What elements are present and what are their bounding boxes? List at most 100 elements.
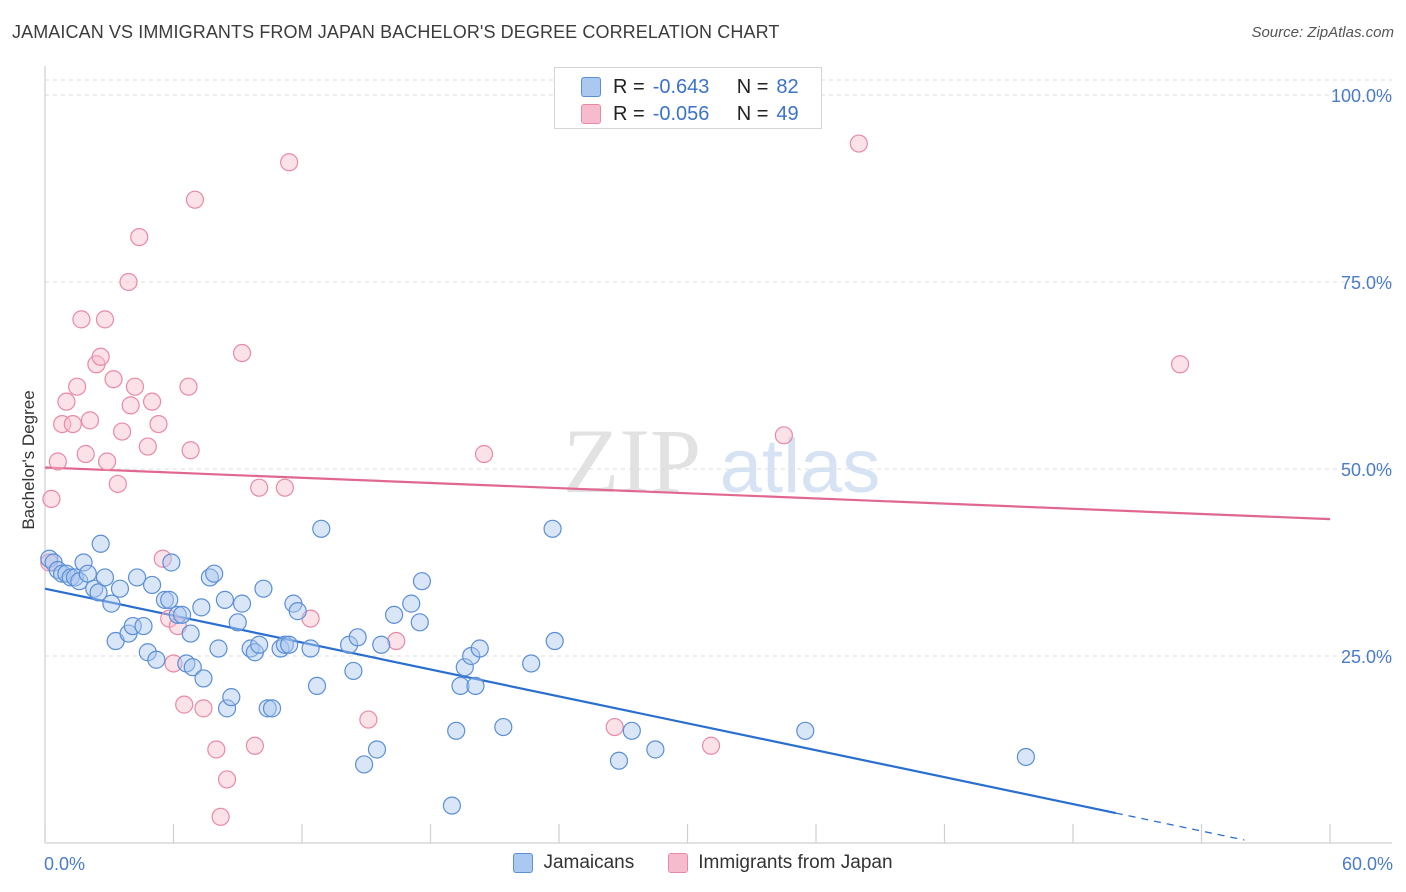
- japan-point: [605, 717, 624, 737]
- japan-point: [1170, 355, 1190, 374]
- japan-trend-line: [44, 466, 1331, 521]
- jamaican-point: [307, 676, 327, 696]
- axes: [44, 66, 1392, 844]
- japan-point: [42, 489, 61, 509]
- jamaican-point: [217, 699, 237, 718]
- japan-point: [80, 411, 100, 430]
- y-tick-label: 50.0%: [1341, 460, 1392, 480]
- legend-row-japan: R = -0.056 N = 49: [581, 101, 799, 127]
- data-points: [40, 134, 1190, 826]
- jamaican-point: [222, 688, 241, 707]
- jamaican-point: [205, 564, 224, 583]
- legend-r-label: R =: [613, 102, 645, 125]
- jamaican-point: [155, 590, 175, 609]
- japan-point: [142, 392, 162, 411]
- source-label: Source: ZipAtlas.com: [1251, 24, 1394, 41]
- jamaican-point: [160, 590, 179, 609]
- japan-point: [108, 474, 127, 494]
- jamaican-point: [301, 639, 320, 658]
- jamaican-point: [348, 628, 367, 647]
- japan-point: [359, 710, 378, 729]
- japan-point: [250, 478, 269, 497]
- japan-point: [104, 370, 123, 389]
- japan-point: [701, 736, 721, 755]
- jamaican-point: [123, 616, 142, 636]
- jamaican-point: [228, 613, 247, 632]
- japan-point: [95, 310, 115, 329]
- legend-item-jamaicans[interactable]: Jamaicans: [513, 852, 634, 874]
- legend-label-japan: Immigrants from Japan: [698, 852, 893, 873]
- legend-r-value: -0.056: [652, 102, 710, 125]
- japan-point: [63, 414, 82, 434]
- japan-point: [211, 807, 230, 826]
- legend-r-value: -0.643: [652, 75, 710, 98]
- jamaican-point: [168, 605, 187, 624]
- jamaican-point: [127, 568, 147, 587]
- japan-point: [53, 414, 72, 434]
- legend-swatch-blue: [581, 77, 601, 97]
- jamaican-point: [250, 635, 269, 654]
- japan-point: [130, 227, 149, 247]
- jamaican-point: [622, 721, 641, 740]
- jamaican-point: [110, 579, 130, 598]
- japan-point: [68, 377, 87, 396]
- jamaican-point: [402, 594, 421, 613]
- japan-point: [76, 444, 95, 464]
- jamaican-point: [194, 669, 213, 688]
- legend-item-japan[interactable]: Immigrants from Japan: [668, 852, 893, 874]
- japan-point: [280, 153, 299, 172]
- jamaican-point: [215, 590, 234, 609]
- legend-n-value: 49: [776, 102, 799, 125]
- chart-title: JAMAICAN VS IMMIGRANTS FROM JAPAN BACHEL…: [12, 22, 780, 42]
- jamaican-point: [410, 613, 429, 632]
- japan-point: [149, 414, 168, 434]
- y-tick-label: 100.0%: [1331, 86, 1392, 106]
- jamaican-point: [95, 568, 115, 587]
- japan-point: [194, 699, 213, 718]
- jamaican-point: [209, 639, 228, 658]
- legend-row-jamaicans: R = -0.643 N = 82: [581, 74, 799, 100]
- jamaican-point: [183, 658, 202, 677]
- series-legend: Jamaicans Immigrants from Japan: [0, 852, 1406, 874]
- jamaican-point: [384, 605, 404, 624]
- japan-point: [112, 422, 132, 441]
- jamaican-point: [102, 594, 121, 613]
- stats-legend: R = -0.643 N = 82 R = -0.056 N = 49: [554, 67, 822, 129]
- legend-label-jamaicans: Jamaicans: [543, 852, 635, 873]
- japan-point: [98, 452, 117, 471]
- japan-point: [387, 631, 406, 651]
- japan-point: [849, 134, 868, 153]
- jamaican-point: [522, 654, 541, 673]
- jamaican-point: [288, 602, 307, 621]
- jamaican-point: [470, 639, 489, 658]
- legend-swatch-blue: [513, 853, 534, 873]
- japan-point: [245, 736, 264, 755]
- jamaican-point: [74, 553, 93, 572]
- jamaican-point: [1016, 747, 1035, 767]
- jamaican-point: [254, 579, 273, 598]
- legend-n-label: N =: [736, 75, 769, 98]
- jamaican-point: [91, 534, 110, 553]
- y-tick-label: 75.0%: [1341, 273, 1392, 293]
- jamaican-point: [447, 721, 466, 740]
- jamaican-point: [646, 740, 665, 759]
- japan-point: [57, 392, 76, 411]
- jamaican-point: [372, 635, 391, 654]
- japan-point: [48, 452, 67, 471]
- y-tick-label: 25.0%: [1341, 647, 1392, 667]
- japan-point: [232, 343, 252, 363]
- jamaican-point: [78, 564, 97, 583]
- legend-n-label: N =: [736, 102, 769, 125]
- jamaican-point: [258, 699, 277, 718]
- japan-point: [121, 396, 140, 415]
- legend-swatch-pink: [668, 853, 689, 873]
- japan-point: [138, 437, 157, 456]
- jamaican-point: [312, 519, 331, 538]
- japan-point: [181, 441, 200, 460]
- jamaican-point: [545, 631, 564, 651]
- jamaican-point: [134, 616, 153, 636]
- jamaican-point: [442, 796, 462, 815]
- y-axis-label: Bachelor's Degree: [19, 390, 38, 529]
- tick-labels: 25.0% 50.0% 75.0% 100.0% 0.0% 60.0%: [44, 86, 1393, 874]
- watermark-zip: ZIP: [563, 410, 701, 512]
